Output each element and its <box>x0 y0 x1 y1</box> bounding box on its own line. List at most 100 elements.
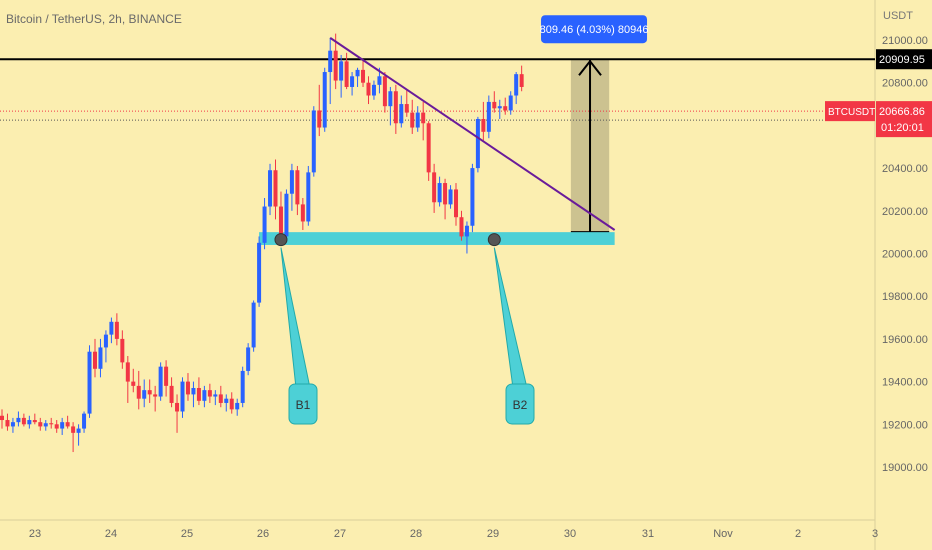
current-price-tag-label: 20666.86 <box>879 106 925 118</box>
candle-body <box>393 91 398 124</box>
price-tick-label: 19400.00 <box>882 377 928 389</box>
candle-body <box>207 390 212 397</box>
candle-body <box>175 402 180 412</box>
bottom-marker-dot <box>487 233 501 247</box>
candle-body <box>470 168 475 226</box>
candle-body <box>103 334 108 348</box>
candle-body <box>355 69 360 77</box>
candle-body <box>361 69 366 83</box>
time-tick-label: 26 <box>257 528 269 540</box>
price-tick-label: 19600.00 <box>882 334 928 346</box>
time-tick-label: 31 <box>642 528 654 540</box>
candle-body <box>426 123 431 173</box>
candle-body <box>235 402 240 410</box>
candle-body <box>196 388 201 401</box>
candle-body <box>32 420 37 423</box>
candle-body <box>503 106 508 111</box>
candle-body <box>213 394 218 397</box>
candle-body <box>399 104 404 124</box>
support-zone <box>259 232 615 245</box>
candle-body <box>27 420 32 425</box>
price-tick-label: 20400.00 <box>882 163 928 175</box>
candle-body <box>180 381 185 412</box>
candle-body <box>278 206 283 237</box>
candle-body <box>486 101 491 132</box>
price-tick-label: 19000.00 <box>882 462 928 474</box>
candle-body <box>454 189 459 218</box>
candle-body <box>229 398 234 410</box>
candle-body <box>448 189 453 205</box>
time-tick-label: 23 <box>29 528 41 540</box>
candle-body <box>322 72 327 128</box>
time-tick-label: 25 <box>181 528 193 540</box>
candle-body <box>98 347 103 369</box>
candle-body <box>410 112 415 128</box>
candle-body <box>43 423 48 427</box>
candle-body <box>421 112 426 124</box>
candle-body <box>443 183 448 205</box>
candle-body <box>481 118 486 132</box>
candle-body <box>295 170 300 205</box>
candle-body <box>120 338 125 363</box>
time-tick-label: 30 <box>564 528 576 540</box>
candle-body <box>388 91 393 107</box>
symbol-tag-label: BTCUSDT <box>828 107 875 118</box>
bottom-marker-dot <box>274 233 288 247</box>
candle-body <box>508 95 513 111</box>
callout-box <box>288 383 318 425</box>
time-tick-label: 2 <box>795 528 801 540</box>
candle-body <box>136 385 141 399</box>
candle-body <box>131 381 136 386</box>
candle-body <box>125 362 130 382</box>
candle-body <box>76 428 81 433</box>
candle-body <box>344 61 349 87</box>
candle-body <box>71 426 76 433</box>
price-range-label: 809.46 (4.03%) 80946 <box>540 24 649 36</box>
candle-body <box>246 347 251 371</box>
candle-body <box>459 217 464 237</box>
candle-body <box>514 74 519 96</box>
price-tick-label: 21000.00 <box>882 35 928 47</box>
candle-body <box>475 118 480 169</box>
candle-body <box>169 385 174 403</box>
candle-body <box>366 82 371 96</box>
price-unit-label: USDT <box>883 10 913 22</box>
candle-body <box>158 366 163 397</box>
current-price-tag <box>876 101 932 138</box>
candle-body <box>65 422 70 427</box>
candle-body <box>82 413 87 429</box>
candle-body <box>10 422 15 427</box>
candle-body <box>0 415 4 421</box>
callout-label: B1 <box>296 398 311 412</box>
candle-body <box>306 172 311 222</box>
candle-body <box>300 204 305 222</box>
candle-body <box>415 112 420 128</box>
candle-body <box>492 101 497 109</box>
candle-body <box>432 172 437 203</box>
candle-body <box>240 370 245 403</box>
candle-body <box>109 321 114 335</box>
resistance-price-tag <box>876 49 932 70</box>
time-tick-label: 3 <box>872 528 878 540</box>
candle-body <box>153 394 158 397</box>
candle-body <box>54 424 59 429</box>
candle-body <box>202 390 207 401</box>
candle-body <box>218 394 223 403</box>
price-tick-label: 19800.00 <box>882 291 928 303</box>
candle-body <box>371 84 376 96</box>
candle-body <box>262 206 267 243</box>
candle-body <box>377 76 382 85</box>
time-tick-label: 24 <box>105 528 117 540</box>
chart-title: Bitcoin / TetherUS, 2h, BINANCE <box>6 12 182 26</box>
time-tick-label: 28 <box>410 528 422 540</box>
candle-body <box>328 50 333 73</box>
candle-body <box>49 423 54 425</box>
callout-pointer <box>280 247 311 389</box>
candle-body <box>60 422 65 429</box>
candle-body <box>87 351 92 414</box>
callout-pointer <box>493 247 528 389</box>
price-range-arrowhead <box>578 59 602 76</box>
candle-body <box>257 242 262 303</box>
candle-body <box>350 76 355 87</box>
